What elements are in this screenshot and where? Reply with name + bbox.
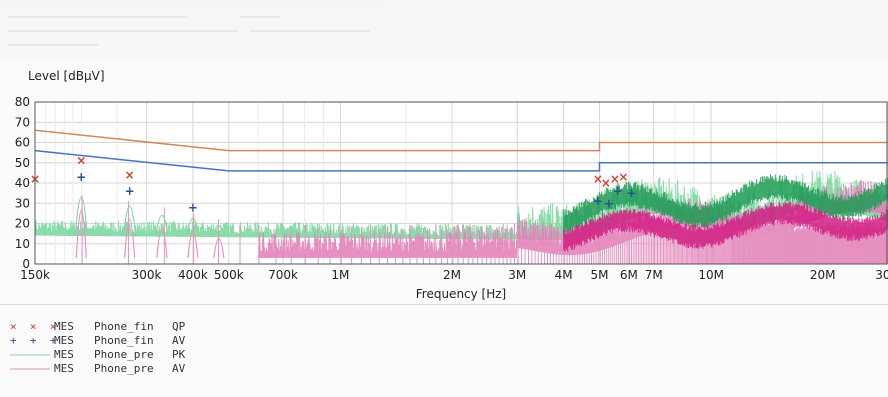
harmonic-peak-pk (155, 214, 169, 236)
legend-detector: PK (172, 347, 186, 361)
legend-detector: AV (172, 361, 186, 375)
marker-av-plus: + (76, 170, 86, 184)
x-tick-label: 30M (875, 268, 888, 282)
legend-row-pre-pk: MES Phone_pre PK (10, 347, 185, 361)
legend-detector: AV (172, 333, 186, 347)
legend-mes: MES (54, 333, 74, 347)
x-tick-label: 150k (20, 268, 50, 282)
legend-mes: MES (54, 347, 74, 361)
limit-line-qp (34, 129, 888, 152)
legend-symbol-plus: + + + (10, 333, 57, 347)
legend-mes: MES (54, 361, 74, 375)
x-tick-label: 7M (645, 268, 663, 282)
x-axis-label: Frequency [Hz] (416, 287, 507, 301)
harmonic-peak-av (75, 209, 87, 258)
legend-name: Phone_pre (94, 347, 154, 361)
plot-frame (34, 101, 888, 265)
marker-qp-x: × (618, 170, 628, 184)
legend-row-pre-av: MES Phone_pre AV (10, 361, 185, 375)
x-tick-label: 4M (555, 268, 573, 282)
y-tick-label: 40 (15, 176, 30, 190)
legend-line-green (10, 348, 54, 361)
harmonic-peak-av (156, 227, 168, 258)
marker-av-plus: + (593, 194, 603, 208)
emission-chart: 0 10 20 30 40 50 60 70 80 150k 300k 400k 500k 700k 1M 2… (15, 69, 888, 301)
legend-row-qp: × × × MES Phone_fin QP (10, 319, 185, 333)
pre-pk-dense (563, 174, 888, 234)
harmonic-peak-av (124, 219, 136, 258)
marker-qp-x: × (610, 172, 620, 186)
legend-line-pink (10, 362, 54, 375)
legend-name: Phone_fin (94, 319, 154, 333)
marker-av-plus: + (188, 200, 198, 214)
harmonic-peak-pk (212, 224, 226, 236)
x-tick-label: 20M (810, 268, 836, 282)
x-tick-label: 5M (591, 268, 609, 282)
harmonic-peak-av (213, 238, 225, 259)
marker-av-plus: + (125, 184, 135, 198)
marker-av-plus: + (613, 184, 623, 198)
y-tick-label: 20 (15, 217, 30, 231)
legend: × × × MES Phone_fin QP + + + MES Phone_f… (0, 304, 888, 397)
marker-qp-x: × (76, 154, 86, 168)
x-tick-label: 1M (331, 268, 349, 282)
scan-header-faded (0, 0, 888, 60)
legend-name: Phone_pre (94, 361, 154, 375)
legend-row-av: + + + MES Phone_fin AV (10, 333, 185, 347)
limit-line-av (34, 149, 888, 172)
x-tick-label: 400k (178, 268, 208, 282)
pre-av-dense (563, 200, 888, 252)
legend-mes: MES (54, 319, 74, 333)
legend-name: Phone_fin (94, 333, 154, 347)
harmonic-peak-pk (74, 196, 88, 236)
legend-symbol-x: × × × (10, 319, 57, 333)
harmonic-peak-pk (186, 217, 200, 236)
marker-av-plus: + (604, 196, 614, 210)
x-tick-label: 3M (508, 268, 526, 282)
marker-qp-x: × (125, 168, 135, 182)
y-tick-label: 0 (22, 257, 30, 271)
harmonic-peak-pk (123, 205, 137, 236)
y-axis-label: Level [dBµV] (28, 69, 105, 83)
x-tick-label: 500k (214, 268, 244, 282)
marker-av-plus: + (627, 186, 637, 200)
legend-detector: QP (172, 319, 186, 333)
x-tick-label: 700k (268, 268, 298, 282)
y-tick-label: 30 (15, 196, 30, 210)
x-tick-label: 6M (620, 268, 638, 282)
x-tick-label: 300k (132, 268, 162, 282)
y-tick-label: 10 (15, 237, 30, 251)
marker-qp-x: × (601, 176, 611, 190)
y-tick-label: 80 (15, 95, 30, 109)
x-tick-label: 2M (443, 268, 461, 282)
harmonic-peak-av (187, 231, 199, 258)
marker-qp-x: × (593, 172, 603, 186)
y-tick-label: 50 (15, 156, 30, 170)
y-tick-label: 70 (15, 115, 30, 129)
x-tick-label: 10M (698, 268, 724, 282)
y-tick-label: 60 (15, 136, 30, 150)
